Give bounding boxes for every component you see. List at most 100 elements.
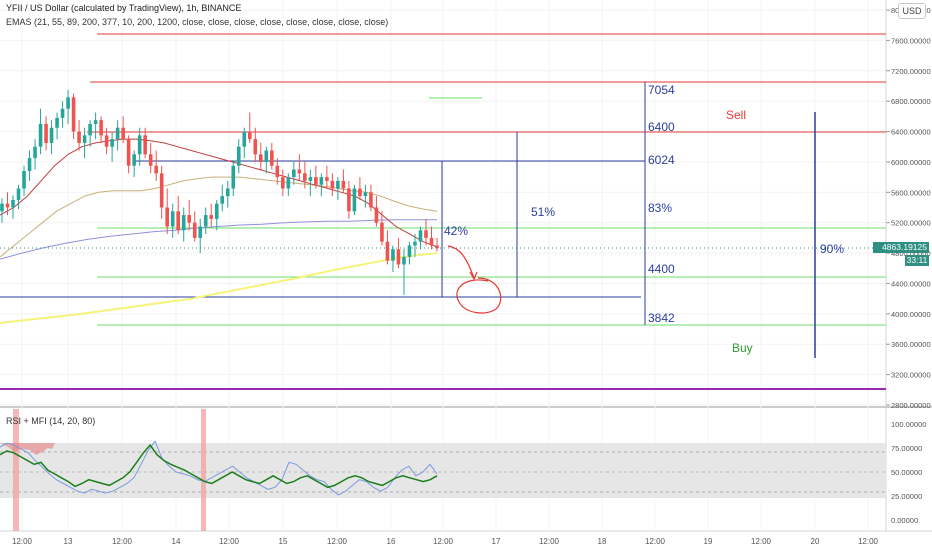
candle-body[interactable] <box>270 150 274 166</box>
candle-body[interactable] <box>104 135 109 147</box>
candle-body[interactable] <box>176 211 181 231</box>
candle-body[interactable] <box>33 146 37 159</box>
candle-body[interactable] <box>214 203 219 219</box>
candle-body[interactable] <box>247 131 252 140</box>
candle-body[interactable] <box>82 135 87 143</box>
candle-body[interactable] <box>325 177 329 181</box>
candle-body[interactable] <box>347 188 351 212</box>
candle-body[interactable] <box>303 173 307 181</box>
rsi-tick-label: 100.00000 <box>891 420 926 429</box>
candle-body[interactable] <box>11 199 15 208</box>
candle-body[interactable] <box>369 192 373 208</box>
candle-body[interactable] <box>358 188 362 197</box>
candle-body[interactable] <box>352 188 357 212</box>
candle-body[interactable] <box>396 249 401 265</box>
candle-body[interactable] <box>5 203 10 208</box>
candle-body[interactable] <box>187 215 192 223</box>
candle-body[interactable] <box>363 192 368 197</box>
candle-body[interactable] <box>203 215 208 227</box>
candle-body[interactable] <box>27 158 32 172</box>
candle-body[interactable] <box>341 180 346 189</box>
time-axis[interactable]: 12:00 13 12:00 14 12:00 15 12:00 16 12:00 17 12:00… <box>12 537 879 546</box>
candle-body[interactable] <box>402 256 406 265</box>
candle-body[interactable] <box>292 169 296 178</box>
candle-body[interactable] <box>93 120 98 124</box>
candle-body[interactable] <box>170 211 175 227</box>
candle-body[interactable] <box>22 171 26 189</box>
candle-body[interactable] <box>115 127 120 140</box>
candle-body[interactable] <box>314 177 318 185</box>
candle-body[interactable] <box>281 177 285 189</box>
candle-body[interactable] <box>60 108 65 118</box>
rsi-mfi-label[interactable]: RSI + MFI (14, 20, 80) <box>6 416 96 426</box>
candle-body[interactable] <box>264 150 269 162</box>
candle-body[interactable] <box>181 215 186 231</box>
candle-body[interactable] <box>380 222 384 242</box>
price-tick-label: 7200.00000 <box>891 67 931 76</box>
candle-body[interactable] <box>242 131 247 147</box>
candle-body[interactable] <box>253 139 258 155</box>
pct-label-83: 83% <box>648 201 672 215</box>
drawn-levels[interactable] <box>0 33 886 390</box>
candle-body[interactable] <box>99 120 103 136</box>
candle-body[interactable] <box>330 180 335 189</box>
candle-body[interactable] <box>121 127 125 140</box>
candle-body[interactable] <box>137 135 142 155</box>
rsi-axis[interactable]: 100.00000 75.00000 50.00000 25.00000 0.00000 <box>891 420 926 525</box>
symbol-title[interactable]: YFII / US Dollar (calculated by TradingV… <box>6 3 242 13</box>
candle-body[interactable] <box>308 177 313 181</box>
candle-body[interactable] <box>126 139 131 166</box>
rsi-overbought-fill <box>0 443 55 455</box>
candle-body[interactable] <box>258 154 263 162</box>
candle-body[interactable] <box>77 131 81 143</box>
candle-body[interactable] <box>55 117 59 128</box>
time-tick-label: 12:00 <box>539 537 560 546</box>
candle-body[interactable] <box>44 123 48 143</box>
candle-body[interactable] <box>148 154 153 166</box>
candle-body[interactable] <box>231 165 236 189</box>
candle-body[interactable] <box>413 241 417 246</box>
time-tick-label: 15 <box>279 537 288 546</box>
candle-body[interactable] <box>275 165 280 178</box>
drawn-circle[interactable] <box>456 277 502 314</box>
candle-body[interactable] <box>0 203 4 212</box>
candle-body[interactable] <box>429 237 434 246</box>
candle-body[interactable] <box>336 180 340 189</box>
candle-body[interactable] <box>110 139 114 147</box>
candle-body[interactable] <box>66 97 70 109</box>
candle-body[interactable] <box>154 165 158 174</box>
candle-body[interactable] <box>132 154 136 166</box>
ema-indicator-label[interactable]: EMAS (21, 55, 89, 200, 377, 10, 200, 120… <box>6 17 389 27</box>
candle-body[interactable] <box>225 188 230 197</box>
price-axis-bg[interactable] <box>886 0 932 550</box>
candle-body[interactable] <box>198 226 203 238</box>
candle-body[interactable] <box>220 196 225 204</box>
candle-body[interactable] <box>192 222 197 238</box>
price-axis[interactable]: 8000.000007600.000007200.000006800.00000… <box>886 6 931 410</box>
candle-body[interactable] <box>407 245 412 257</box>
candle-body[interactable] <box>71 97 76 132</box>
candle-body[interactable] <box>159 173 164 208</box>
candle-body[interactable] <box>418 230 423 242</box>
level-label-6024: 6024 <box>648 153 675 167</box>
candle-body[interactable] <box>435 245 439 249</box>
candle-body[interactable] <box>319 177 324 185</box>
drawn-arrow[interactable] <box>447 245 475 279</box>
currency-button[interactable]: USD <box>898 3 926 19</box>
candle-body[interactable] <box>165 207 169 227</box>
candle-body[interactable] <box>236 146 241 166</box>
candle-body[interactable] <box>424 230 428 238</box>
candle-body[interactable] <box>391 249 395 261</box>
candle-body[interactable] <box>385 241 390 261</box>
candle-body[interactable] <box>297 169 302 174</box>
candle-body[interactable] <box>286 177 291 189</box>
candle-body[interactable] <box>38 123 43 147</box>
candlesticks[interactable] <box>0 89 439 295</box>
candle-body[interactable] <box>88 123 92 136</box>
candle-body[interactable] <box>49 127 54 143</box>
candle-body[interactable] <box>16 188 21 200</box>
candle-body[interactable] <box>209 215 214 219</box>
candle-body[interactable] <box>143 135 147 155</box>
candle-body[interactable] <box>374 207 379 223</box>
